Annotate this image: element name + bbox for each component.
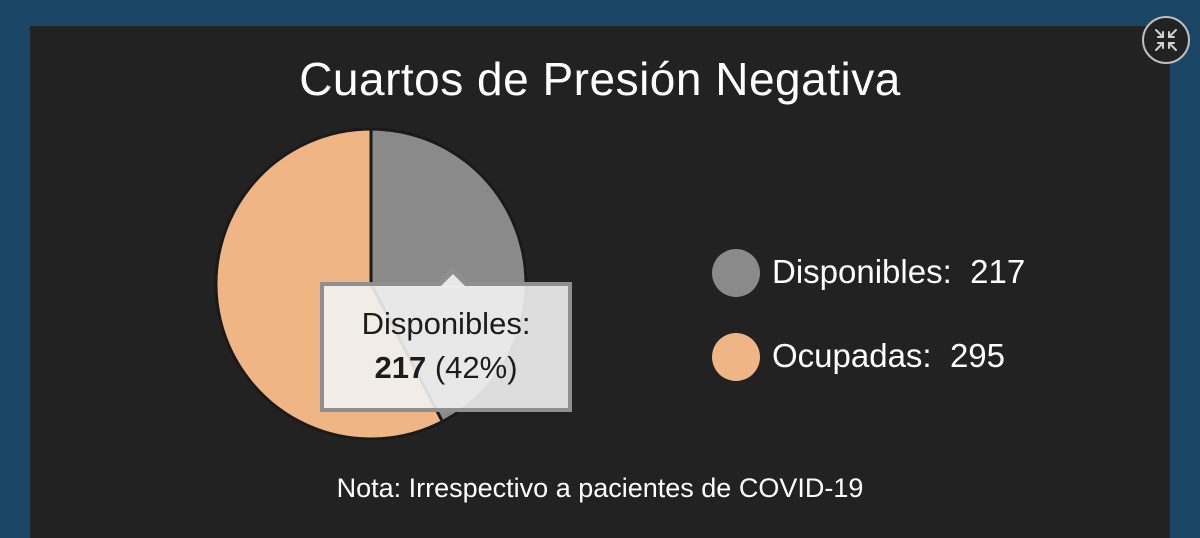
tooltip-label: Disponibles: [361, 306, 531, 341]
legend-text-ocupadas: Ocupadas: 295 [772, 337, 1005, 375]
collapse-icon [1155, 29, 1177, 51]
legend-value: 295 [949, 337, 1006, 374]
legend-item-ocupadas[interactable]: Ocupadas: 295 [712, 332, 1132, 382]
chart-note: Nota: Irrespectivo a pacientes de COVID-… [336, 473, 864, 503]
tooltip-value: 217 [374, 350, 427, 385]
legend-swatch-ocupadas [712, 333, 760, 381]
legend-value: 217 [970, 253, 1026, 290]
tooltip-value-line: 217 (42%) [324, 350, 568, 386]
legend-label: Disponibles: [772, 253, 952, 290]
slice-tooltip: Disponibles: 217 (42%) [320, 267, 572, 412]
legend-item-disponibles[interactable]: Disponibles: 217 [712, 248, 1132, 298]
legend-text-disponibles: Disponibles: 217 [772, 253, 1025, 291]
legend-label: Ocupadas: [772, 337, 932, 374]
collapse-button[interactable] [1142, 16, 1190, 64]
tooltip-percent: (42%) [434, 350, 518, 385]
chart-title: Cuartos de Presión Negativa [299, 53, 901, 105]
legend-swatch-disponibles [712, 249, 760, 297]
